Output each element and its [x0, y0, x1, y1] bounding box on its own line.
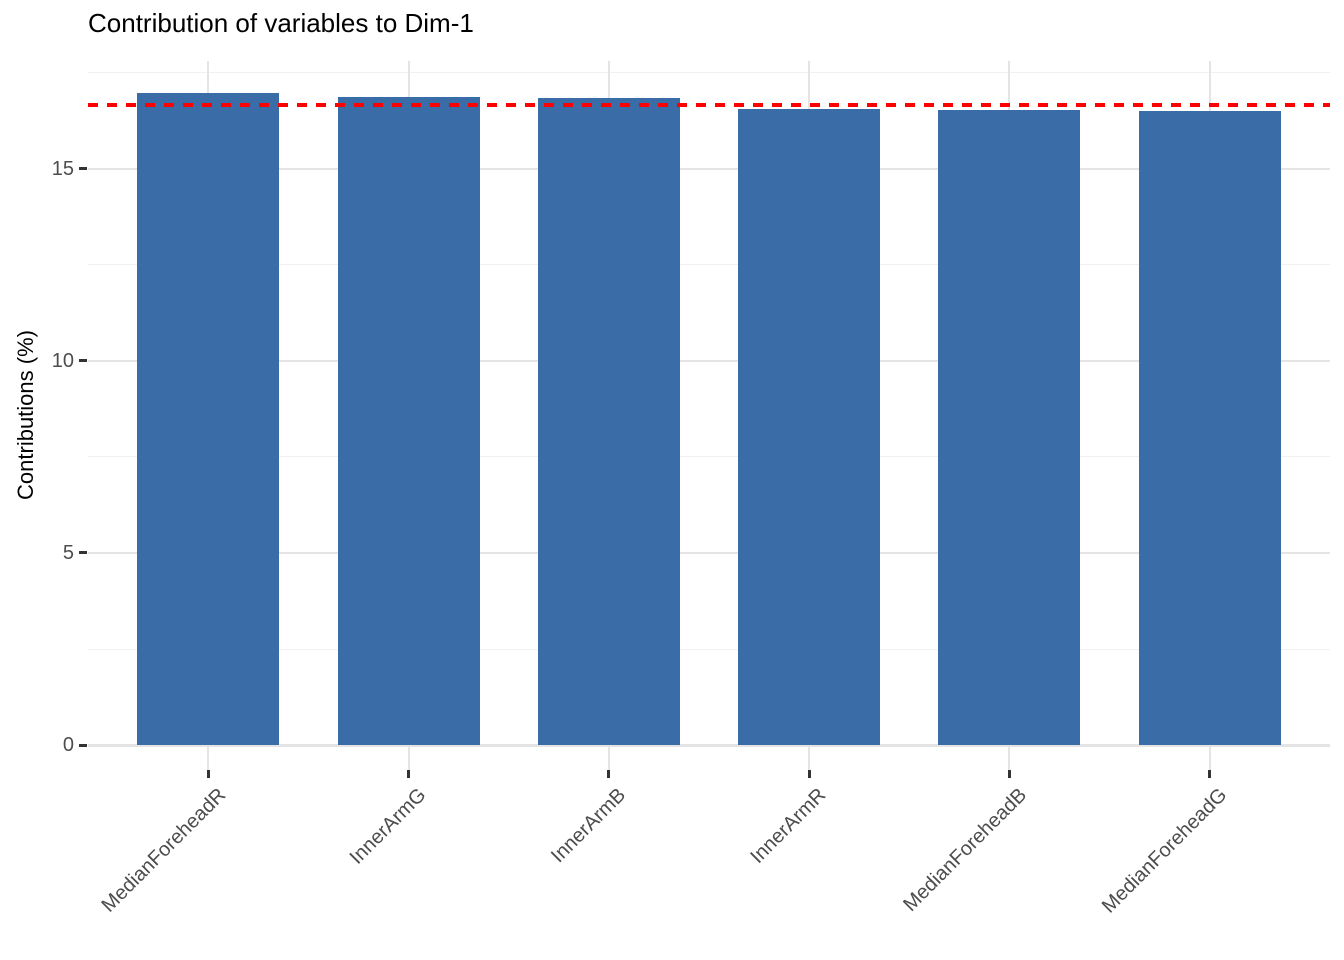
y-tick-label: 5: [62, 541, 74, 564]
y-tick-mark: [79, 743, 87, 747]
x-tick-mark: [206, 770, 210, 778]
y-tick-mark: [79, 359, 87, 363]
minor-gridline: [88, 648, 1330, 650]
minor-gridline: [88, 72, 1330, 74]
minor-gridline: [88, 456, 1330, 458]
reference-line: [88, 102, 1330, 107]
x-tick-mark: [1208, 770, 1212, 778]
bar-InnerArmR: [738, 109, 880, 746]
y-tick-label: 15: [51, 157, 74, 180]
bar-MedianForeheadB: [938, 109, 1080, 746]
x-tick-label: InnerArmB: [547, 784, 631, 868]
major-gridline: [88, 359, 1330, 362]
y-tick-mark: [79, 167, 87, 171]
x-tick-label: MedianForeheadR: [97, 784, 230, 917]
x-tick-label: InnerArmG: [345, 784, 431, 869]
x-tick-mark: [807, 770, 811, 778]
plot-panel: [88, 61, 1330, 770]
major-gridline: [88, 744, 1330, 748]
x-tick-mark: [407, 770, 411, 778]
bar-InnerArmG: [338, 96, 480, 746]
chart-title: Contribution of variables to Dim-1: [88, 8, 474, 38]
minor-gridline: [88, 264, 1330, 266]
bar-MedianForeheadG: [1139, 110, 1281, 746]
x-tick-label: MedianForeheadG: [1097, 784, 1232, 918]
bar-MedianForeheadR: [137, 93, 279, 746]
x-tick-label: InnerArmR: [746, 784, 831, 868]
y-tick-label: 0: [62, 734, 74, 757]
x-tick-mark: [607, 770, 611, 778]
bar-InnerArmB: [538, 98, 680, 746]
major-gridline: [88, 167, 1330, 170]
y-tick-mark: [79, 551, 87, 555]
y-tick-label: 10: [51, 349, 74, 372]
x-tick-mark: [1007, 770, 1011, 778]
x-tick-label: MedianForeheadB: [899, 784, 1032, 916]
major-gridline: [88, 551, 1330, 554]
